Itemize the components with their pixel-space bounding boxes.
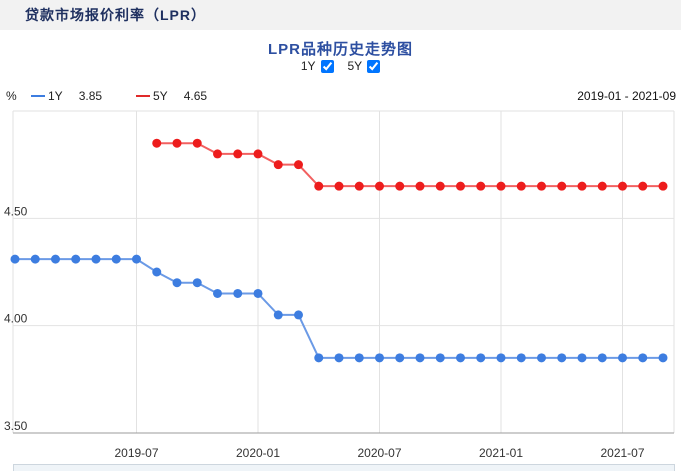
data-point-1y[interactable] bbox=[91, 254, 101, 264]
data-point-5y[interactable] bbox=[192, 138, 202, 148]
data-point-5y[interactable] bbox=[172, 138, 182, 148]
data-point-5y[interactable] bbox=[435, 181, 445, 191]
series-line-1y bbox=[15, 258, 663, 359]
legend-item-5y: 5Y 4.65 bbox=[136, 89, 207, 103]
data-point-5y[interactable] bbox=[456, 181, 465, 191]
data-point-1y[interactable] bbox=[375, 353, 384, 363]
y-axis-label: 3.50 bbox=[4, 419, 28, 433]
data-point-1y[interactable] bbox=[557, 353, 567, 363]
data-point-5y[interactable] bbox=[658, 181, 668, 191]
legend-name-5y: 5Y bbox=[153, 89, 168, 103]
data-point-1y[interactable] bbox=[71, 254, 81, 264]
data-point-1y[interactable] bbox=[354, 353, 364, 363]
data-point-5y[interactable] bbox=[273, 160, 283, 170]
legend-row: % 1Y 3.85 5Y 4.65 2019-01 - 2021-09 bbox=[0, 88, 681, 104]
data-point-1y[interactable] bbox=[273, 310, 283, 320]
data-point-1y[interactable] bbox=[577, 353, 587, 363]
data-point-5y[interactable] bbox=[476, 181, 486, 191]
data-point-1y[interactable] bbox=[253, 288, 263, 298]
data-point-1y[interactable] bbox=[152, 267, 162, 277]
data-point-1y[interactable] bbox=[51, 254, 60, 264]
x-axis-label: 2021-07 bbox=[600, 446, 644, 460]
date-range: 2019-01 - 2021-09 bbox=[577, 89, 676, 103]
data-point-5y[interactable] bbox=[375, 181, 384, 191]
data-point-5y[interactable] bbox=[597, 181, 607, 191]
legend-item-1y: 1Y 3.85 bbox=[31, 89, 102, 103]
data-point-1y[interactable] bbox=[334, 353, 344, 363]
x-axis-label: 2020-07 bbox=[357, 446, 401, 460]
data-point-5y[interactable] bbox=[516, 181, 526, 191]
data-point-5y[interactable] bbox=[334, 181, 344, 191]
y-axis-label: 4.00 bbox=[4, 312, 28, 326]
y-axis-unit: % bbox=[6, 89, 17, 103]
data-point-1y[interactable] bbox=[476, 353, 486, 363]
data-point-1y[interactable] bbox=[314, 353, 324, 363]
data-point-1y[interactable] bbox=[516, 353, 526, 363]
toggle-5y[interactable]: 5Y bbox=[348, 59, 381, 73]
data-point-1y[interactable] bbox=[456, 353, 465, 363]
data-point-1y[interactable] bbox=[395, 353, 405, 363]
legend-name-1y: 1Y bbox=[48, 89, 63, 103]
data-point-1y[interactable] bbox=[213, 288, 222, 298]
data-point-5y[interactable] bbox=[152, 138, 162, 148]
x-axis-label: 2021-01 bbox=[479, 446, 523, 460]
checkbox-1y[interactable] bbox=[320, 59, 334, 73]
chart-scroll-bar[interactable] bbox=[13, 464, 675, 471]
data-point-1y[interactable] bbox=[537, 353, 546, 363]
y-axis-label: 4.50 bbox=[4, 204, 28, 218]
x-axis-label: 2019-07 bbox=[114, 446, 158, 460]
page-header: 贷款市场报价利率（LPR） bbox=[0, 0, 681, 30]
chart-title: LPR品种历史走势图 bbox=[267, 41, 413, 58]
data-point-1y[interactable] bbox=[618, 353, 627, 363]
data-point-5y[interactable] bbox=[415, 181, 425, 191]
series-toggles: 1Y 5Y bbox=[0, 57, 681, 75]
legend-value-5y: 4.65 bbox=[183, 89, 208, 103]
data-point-5y[interactable] bbox=[213, 149, 222, 159]
data-point-1y[interactable] bbox=[415, 353, 425, 363]
data-point-5y[interactable] bbox=[233, 149, 243, 159]
data-point-1y[interactable] bbox=[172, 278, 182, 288]
data-point-1y[interactable] bbox=[435, 353, 445, 363]
toggle-5y-label: 5Y bbox=[347, 59, 363, 73]
toggle-1y[interactable]: 1Y bbox=[301, 59, 334, 73]
data-point-1y[interactable] bbox=[658, 353, 668, 363]
checkbox-5y[interactable] bbox=[367, 59, 381, 73]
data-point-5y[interactable] bbox=[557, 181, 567, 191]
data-point-5y[interactable] bbox=[496, 181, 506, 191]
data-point-5y[interactable] bbox=[618, 181, 627, 191]
page-title: 贷款市场报价利率（LPR） bbox=[25, 7, 206, 23]
x-axis-label: 2020-01 bbox=[236, 446, 280, 460]
data-point-1y[interactable] bbox=[30, 254, 40, 264]
data-point-5y[interactable] bbox=[354, 181, 364, 191]
data-point-1y[interactable] bbox=[132, 254, 141, 264]
data-point-1y[interactable] bbox=[111, 254, 121, 264]
legend-swatch-1y bbox=[31, 95, 45, 97]
data-point-1y[interactable] bbox=[597, 353, 607, 363]
data-point-5y[interactable] bbox=[253, 149, 263, 159]
legend-swatch-5y bbox=[136, 95, 150, 97]
data-point-5y[interactable] bbox=[577, 181, 587, 191]
legend-value-1y: 3.85 bbox=[78, 89, 103, 103]
data-point-1y[interactable] bbox=[294, 310, 303, 320]
data-point-1y[interactable] bbox=[638, 353, 648, 363]
data-point-5y[interactable] bbox=[395, 181, 405, 191]
data-point-5y[interactable] bbox=[314, 181, 324, 191]
data-point-5y[interactable] bbox=[537, 181, 546, 191]
data-point-5y[interactable] bbox=[638, 181, 648, 191]
data-point-1y[interactable] bbox=[192, 278, 202, 288]
toggle-1y-label: 1Y bbox=[300, 59, 316, 73]
data-point-1y[interactable] bbox=[10, 254, 20, 264]
data-point-1y[interactable] bbox=[233, 288, 243, 298]
series-line-5y bbox=[156, 142, 663, 188]
data-point-5y[interactable] bbox=[294, 160, 303, 170]
data-point-1y[interactable] bbox=[496, 353, 506, 363]
